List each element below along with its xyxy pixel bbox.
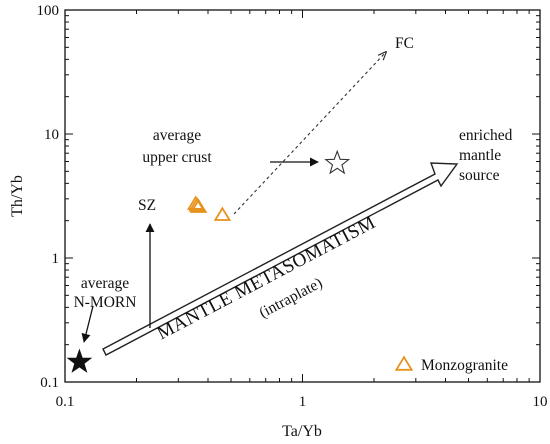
monzogranite-point [213, 206, 232, 221]
monzogranite-point [189, 198, 208, 213]
upper-crust-star-marker [324, 149, 351, 175]
legend-triangle-icon [394, 355, 414, 371]
upper-crust-label-line1: average [153, 127, 201, 144]
legend: Monzogranite [394, 355, 508, 374]
y-tick-label: 10 [44, 127, 59, 143]
fc-trend-arrow [233, 52, 386, 215]
enriched-label-line1: enriched [459, 127, 513, 144]
x-axis-ticks: 0.1 1 10 [56, 10, 548, 410]
x-tick-label: 10 [533, 394, 548, 410]
fc-label: FC [395, 35, 414, 52]
monzogranite-series [186, 195, 232, 221]
y-tick-label: 1 [52, 251, 60, 267]
x-tick-label: 1 [299, 394, 307, 410]
enriched-label-line2: mantle [459, 147, 501, 164]
x-axis-label: Ta/Yb [282, 423, 322, 440]
sz-label: SZ [138, 197, 156, 214]
enriched-label-line3: source [459, 167, 500, 184]
nmorb-label-line2: N-MORN [74, 294, 137, 311]
nmorb-pointer-arrow [81, 305, 94, 343]
mantle-metasomatism-arrow [102, 162, 459, 356]
plot-frame [64, 9, 541, 383]
nmorb-star-marker [66, 348, 93, 373]
legend-label: Monzogranite [421, 357, 508, 374]
nmorb-label-line1: average [81, 275, 129, 292]
mantle-metasomatism-label: MANTLE METASOMATISM [154, 212, 380, 344]
x-tick-label: 0.1 [56, 394, 75, 410]
upper-crust-label-line2: upper crust [142, 149, 212, 166]
y-axis-label: Th/Yb [9, 175, 26, 217]
y-axis-ticks: 0.1 1 10 100 [37, 3, 540, 391]
y-tick-label: 0.1 [40, 375, 59, 391]
y-tick-label: 100 [37, 3, 60, 19]
